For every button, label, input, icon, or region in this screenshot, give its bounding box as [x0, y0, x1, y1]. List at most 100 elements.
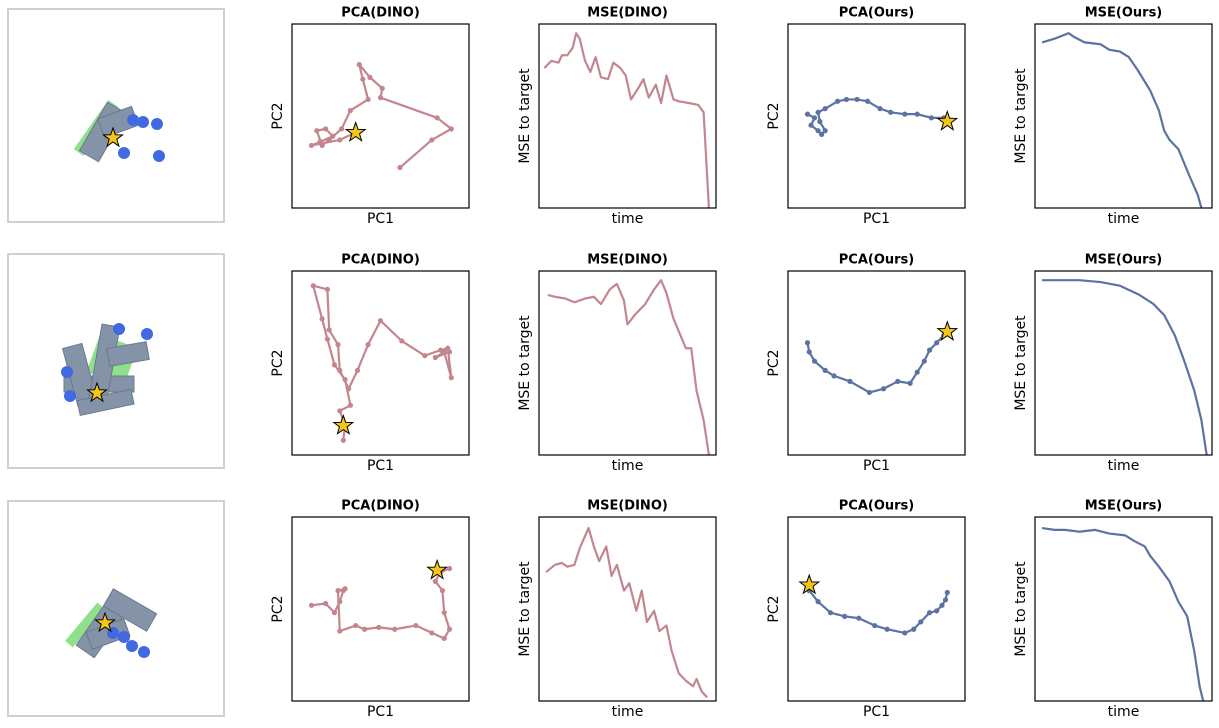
- point: [335, 342, 341, 348]
- point: [448, 126, 454, 132]
- point: [928, 115, 934, 121]
- point: [340, 437, 346, 443]
- y-axis-label: PC2: [270, 349, 286, 376]
- point: [353, 622, 359, 629]
- point: [441, 610, 447, 616]
- scene-image: [7, 500, 225, 717]
- y-axis-label: MSE to target: [517, 315, 533, 411]
- x-axis-label: PC1: [863, 704, 890, 720]
- target-star: [937, 111, 958, 131]
- point: [822, 128, 828, 134]
- point: [432, 578, 438, 585]
- plot-frame: [787, 516, 966, 702]
- chart-title: PCA(DINO): [341, 6, 420, 21]
- chart-title: PCA(Ours): [839, 6, 914, 21]
- point: [365, 96, 371, 103]
- point: [448, 375, 454, 381]
- point: [441, 349, 447, 355]
- point: [326, 327, 332, 333]
- point: [441, 635, 447, 642]
- point: [815, 599, 821, 605]
- point: [817, 118, 823, 125]
- y-axis-label: MSE to target: [517, 68, 533, 164]
- point: [422, 353, 428, 359]
- scene-image: [7, 8, 225, 223]
- point: [324, 336, 330, 342]
- point: [337, 599, 343, 605]
- x-axis-label: time: [612, 458, 644, 474]
- point: [902, 630, 908, 636]
- plot-frame: [291, 270, 470, 456]
- point: [319, 316, 325, 322]
- point: [888, 109, 894, 115]
- point: [934, 340, 940, 346]
- x-axis-label: PC1: [367, 704, 394, 720]
- point: [324, 286, 330, 292]
- y-axis-label: PC2: [270, 595, 286, 622]
- point: [811, 358, 818, 364]
- plot-frame: [1034, 516, 1213, 702]
- point: [331, 362, 338, 368]
- point: [376, 624, 382, 631]
- point: [927, 347, 933, 353]
- x-axis-label: time: [1108, 458, 1140, 474]
- chart-title: MSE(DINO): [587, 253, 668, 268]
- point: [815, 128, 821, 134]
- point: [806, 349, 812, 355]
- point: [942, 597, 949, 603]
- point: [865, 98, 871, 104]
- point: [880, 386, 887, 392]
- point: [914, 111, 920, 117]
- chart-title: PCA(Ours): [839, 499, 914, 514]
- point: [939, 602, 945, 608]
- chart-title: MSE(DINO): [587, 499, 668, 514]
- plot-frame: [538, 516, 717, 702]
- point: [342, 586, 348, 592]
- point: [918, 619, 924, 625]
- point: [360, 76, 366, 82]
- point: [911, 626, 917, 632]
- point: [330, 133, 336, 139]
- x-axis-label: time: [1108, 704, 1140, 720]
- point: [446, 565, 453, 572]
- point: [819, 131, 825, 137]
- plot-frame: [1034, 23, 1213, 209]
- point: [392, 626, 398, 632]
- point: [429, 137, 435, 143]
- scene-image: [7, 253, 225, 469]
- point: [944, 589, 950, 596]
- point: [397, 164, 403, 171]
- point: [831, 373, 837, 379]
- chart-title: PCA(DINO): [341, 499, 420, 514]
- point: [342, 376, 348, 383]
- chart-title: MSE(Ours): [1085, 6, 1163, 21]
- point: [927, 610, 933, 616]
- point: [365, 342, 371, 348]
- point: [895, 378, 901, 384]
- point: [379, 85, 385, 91]
- plot-frame: [291, 516, 470, 702]
- point: [866, 389, 873, 396]
- point: [847, 378, 853, 384]
- point: [856, 615, 862, 621]
- point: [347, 402, 354, 408]
- point: [335, 588, 341, 594]
- chart-title: PCA(DINO): [341, 253, 420, 268]
- point: [346, 386, 352, 392]
- line: [1042, 279, 1208, 456]
- chart-title: MSE(Ours): [1085, 253, 1163, 268]
- y-axis-label: MSE to target: [517, 561, 533, 657]
- point: [354, 367, 361, 373]
- plot-frame: [787, 270, 966, 456]
- x-axis-label: PC1: [367, 211, 394, 227]
- y-axis-label: PC2: [766, 102, 782, 129]
- point: [902, 111, 908, 117]
- point: [877, 106, 883, 112]
- point: [804, 340, 811, 346]
- chart-title: MSE(DINO): [587, 6, 668, 21]
- y-axis-label: MSE to target: [1013, 68, 1029, 164]
- y-axis-label: PC2: [766, 349, 782, 376]
- plot-frame: [538, 270, 717, 456]
- point: [413, 622, 419, 629]
